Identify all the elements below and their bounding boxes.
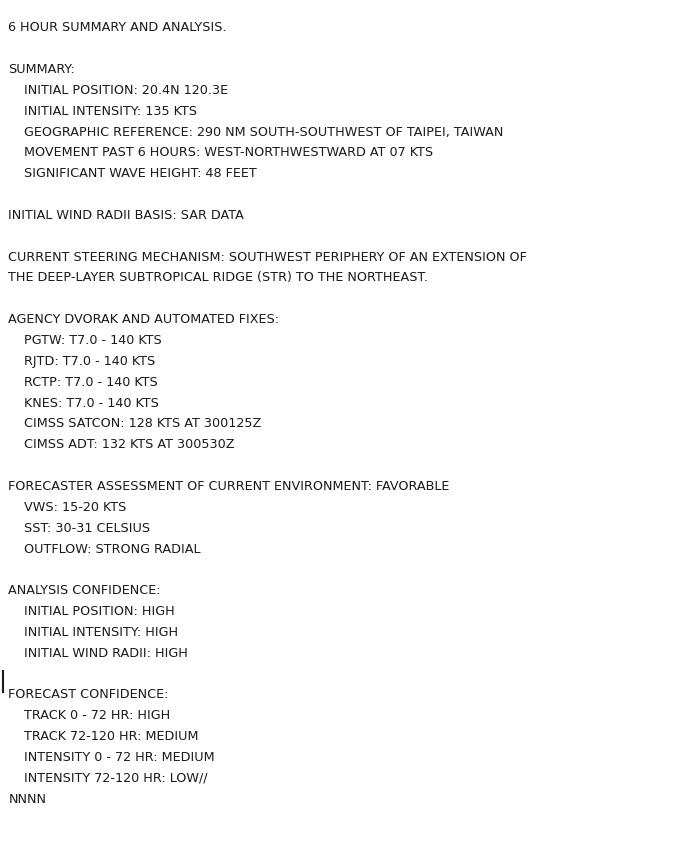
Text: SST: 30-31 CELSIUS: SST: 30-31 CELSIUS <box>8 522 150 534</box>
Text: INITIAL WIND RADII: HIGH: INITIAL WIND RADII: HIGH <box>8 647 188 660</box>
Text: AGENCY DVORAK AND AUTOMATED FIXES:: AGENCY DVORAK AND AUTOMATED FIXES: <box>8 313 280 326</box>
Text: RJTD: T7.0 - 140 KTS: RJTD: T7.0 - 140 KTS <box>8 355 156 368</box>
Text: INITIAL INTENSITY: HIGH: INITIAL INTENSITY: HIGH <box>8 626 178 639</box>
Text: INITIAL WIND RADII BASIS: SAR DATA: INITIAL WIND RADII BASIS: SAR DATA <box>8 209 244 222</box>
Text: INITIAL POSITION: 20.4N 120.3E: INITIAL POSITION: 20.4N 120.3E <box>8 84 229 97</box>
Text: CIMSS SATCON: 128 KTS AT 300125Z: CIMSS SATCON: 128 KTS AT 300125Z <box>8 418 261 431</box>
Text: RCTP: T7.0 - 140 KTS: RCTP: T7.0 - 140 KTS <box>8 376 158 389</box>
Text: THE DEEP-LAYER SUBTROPICAL RIDGE (STR) TO THE NORTHEAST.: THE DEEP-LAYER SUBTROPICAL RIDGE (STR) T… <box>8 271 428 284</box>
Text: INTENSITY 72-120 HR: LOW//: INTENSITY 72-120 HR: LOW// <box>8 772 208 785</box>
Text: INTENSITY 0 - 72 HR: MEDIUM: INTENSITY 0 - 72 HR: MEDIUM <box>8 751 215 764</box>
Text: FORECAST CONFIDENCE:: FORECAST CONFIDENCE: <box>8 688 169 701</box>
Text: INITIAL POSITION: HIGH: INITIAL POSITION: HIGH <box>8 605 175 618</box>
Text: 6 HOUR SUMMARY AND ANALYSIS.: 6 HOUR SUMMARY AND ANALYSIS. <box>8 21 227 34</box>
Text: ANALYSIS CONFIDENCE:: ANALYSIS CONFIDENCE: <box>8 584 161 597</box>
Text: TRACK 0 - 72 HR: HIGH: TRACK 0 - 72 HR: HIGH <box>8 710 171 722</box>
Text: VWS: 15-20 KTS: VWS: 15-20 KTS <box>8 500 127 514</box>
Text: KNES: T7.0 - 140 KTS: KNES: T7.0 - 140 KTS <box>8 397 159 409</box>
Text: SIGNIFICANT WAVE HEIGHT: 48 FEET: SIGNIFICANT WAVE HEIGHT: 48 FEET <box>8 167 257 180</box>
Text: CIMSS ADT: 132 KTS AT 300530Z: CIMSS ADT: 132 KTS AT 300530Z <box>8 438 235 451</box>
Text: NNNN: NNNN <box>8 793 46 806</box>
Text: PGTW: T7.0 - 140 KTS: PGTW: T7.0 - 140 KTS <box>8 334 162 347</box>
Text: INITIAL INTENSITY: 135 KTS: INITIAL INTENSITY: 135 KTS <box>8 105 197 117</box>
Text: TRACK 72-120 HR: MEDIUM: TRACK 72-120 HR: MEDIUM <box>8 730 199 743</box>
Text: GEOGRAPHIC REFERENCE: 290 NM SOUTH-SOUTHWEST OF TAIPEI, TAIWAN: GEOGRAPHIC REFERENCE: 290 NM SOUTH-SOUTH… <box>8 125 504 139</box>
Text: SUMMARY:: SUMMARY: <box>8 63 75 76</box>
Text: CURRENT STEERING MECHANISM: SOUTHWEST PERIPHERY OF AN EXTENSION OF: CURRENT STEERING MECHANISM: SOUTHWEST PE… <box>8 251 527 264</box>
Text: FORECASTER ASSESSMENT OF CURRENT ENVIRONMENT: FAVORABLE: FORECASTER ASSESSMENT OF CURRENT ENVIRON… <box>8 480 449 493</box>
Text: MOVEMENT PAST 6 HOURS: WEST-NORTHWESTWARD AT 07 KTS: MOVEMENT PAST 6 HOURS: WEST-NORTHWESTWAR… <box>8 146 433 159</box>
Text: OUTFLOW: STRONG RADIAL: OUTFLOW: STRONG RADIAL <box>8 543 201 556</box>
